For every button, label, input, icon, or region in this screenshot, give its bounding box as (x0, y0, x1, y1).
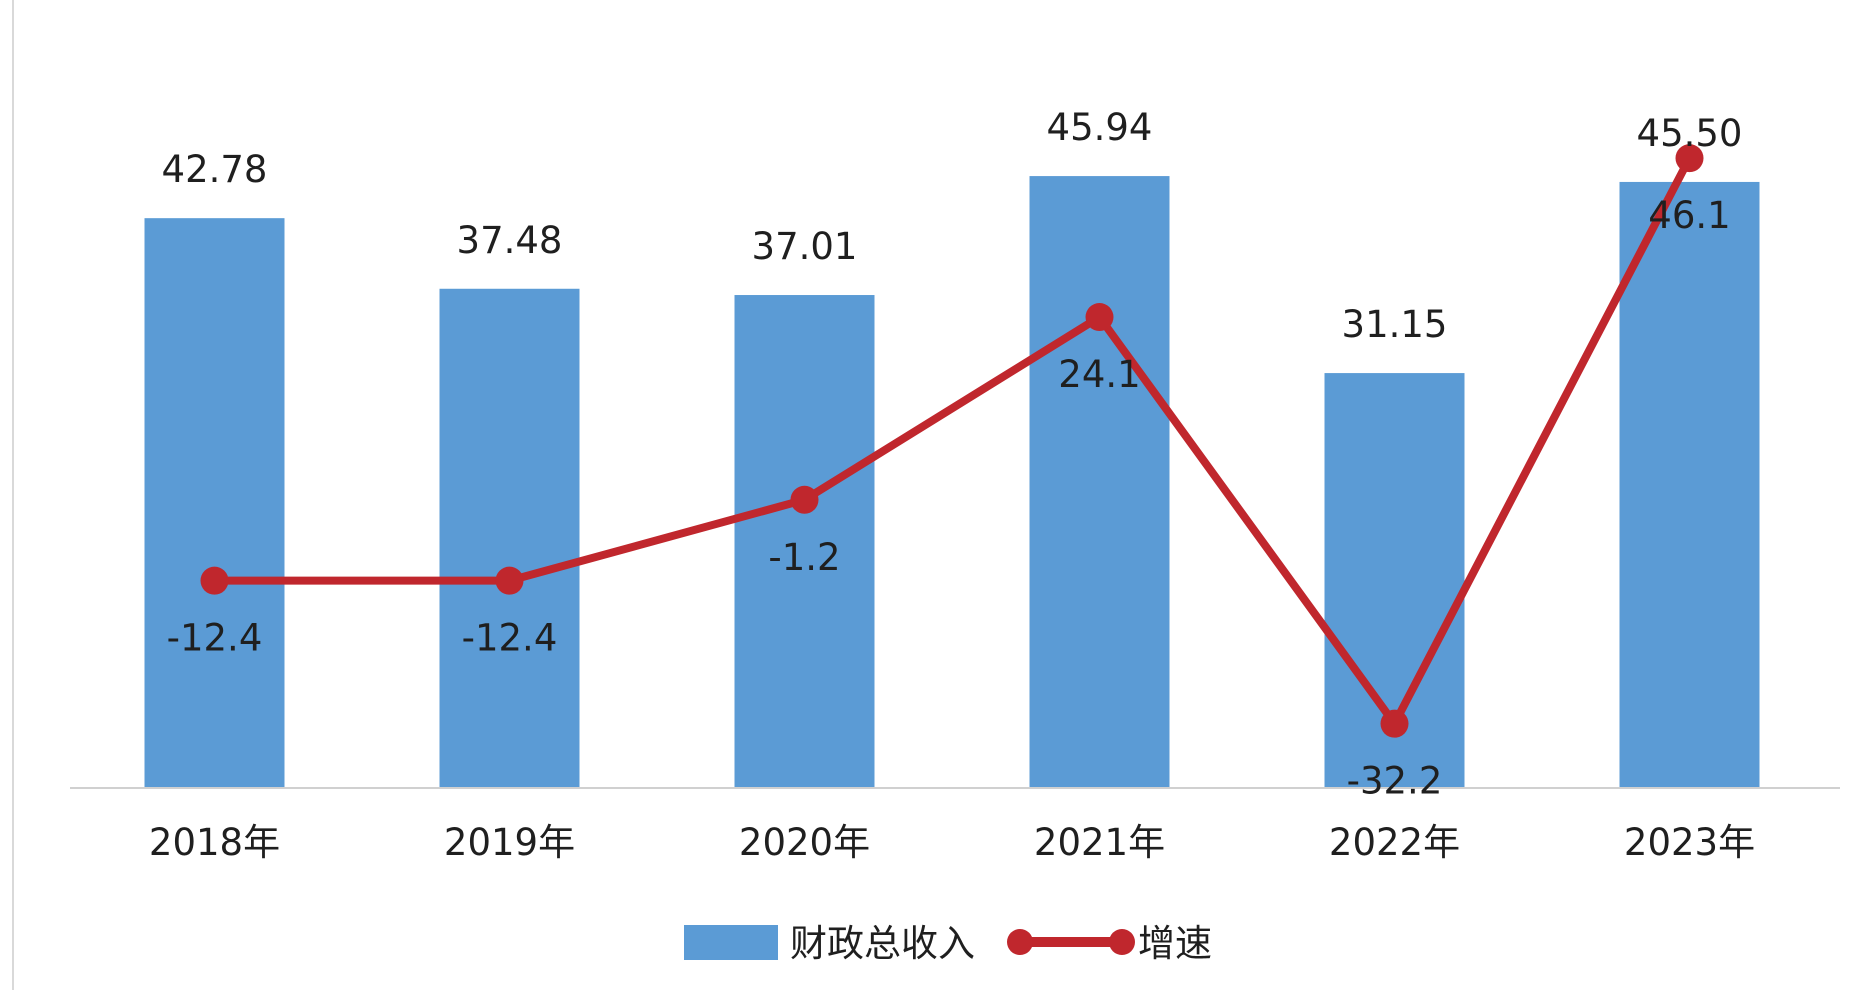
bar-value-label: 45.50 (1637, 112, 1743, 155)
bar-2018年 (144, 218, 285, 788)
legend-swatch-growth-marker-right (1109, 929, 1135, 955)
x-tick-label: 2022年 (1329, 821, 1460, 864)
growth-point-2023年 (1675, 144, 1704, 173)
growth-point-2020年 (790, 485, 819, 514)
growth-value-label: -12.4 (462, 617, 558, 660)
bar-2023年 (1619, 181, 1760, 788)
x-tick-label: 2018年 (149, 821, 280, 864)
x-tick-label: 2023年 (1624, 821, 1755, 864)
growth-value-label: -12.4 (167, 617, 263, 660)
labels-layer: 42.78 37.48 37.01 45.94 31.15 45.50 -12.4 -12.4… (162, 106, 1743, 803)
legend-swatch-growth-marker-left (1007, 929, 1033, 955)
growth-value-label: -1.2 (768, 536, 840, 579)
x-tick-label: 2021年 (1034, 821, 1165, 864)
growth-point-2021年 (1085, 303, 1114, 332)
left-border (12, 0, 14, 990)
growth-point-2022年 (1380, 709, 1409, 738)
growth-value-label: 46.1 (1648, 194, 1730, 237)
legend-label-revenue: 财政总收入 (790, 922, 975, 965)
legend-swatch-revenue (684, 925, 778, 960)
x-tick-label: 2020年 (739, 821, 870, 864)
growth-point-2019年 (495, 566, 524, 595)
line-layer (200, 144, 1704, 738)
x-tick-label: 2019年 (444, 821, 575, 864)
x-tick-labels: 2018年 2019年 2020年 2021年 2022年 2023年 (149, 821, 1755, 864)
bar-value-label: 37.48 (457, 219, 563, 262)
bar-value-label: 45.94 (1047, 106, 1153, 149)
bar-value-label: 31.15 (1342, 303, 1448, 346)
growth-value-label: 24.1 (1058, 353, 1140, 396)
growth-value-label: -32.2 (1347, 760, 1443, 803)
bar-2019年 (439, 288, 580, 788)
bar-value-label: 37.01 (752, 225, 858, 268)
legend-label-growth: 增速 (1138, 922, 1212, 965)
bar-2021年 (1029, 176, 1170, 788)
growth-line (210, 154, 1694, 728)
bar-2020年 (734, 295, 875, 788)
bar-value-label: 42.78 (162, 148, 268, 191)
legend: 财政总收入 增速 (684, 922, 1212, 965)
growth-point-2018年 (200, 566, 229, 595)
